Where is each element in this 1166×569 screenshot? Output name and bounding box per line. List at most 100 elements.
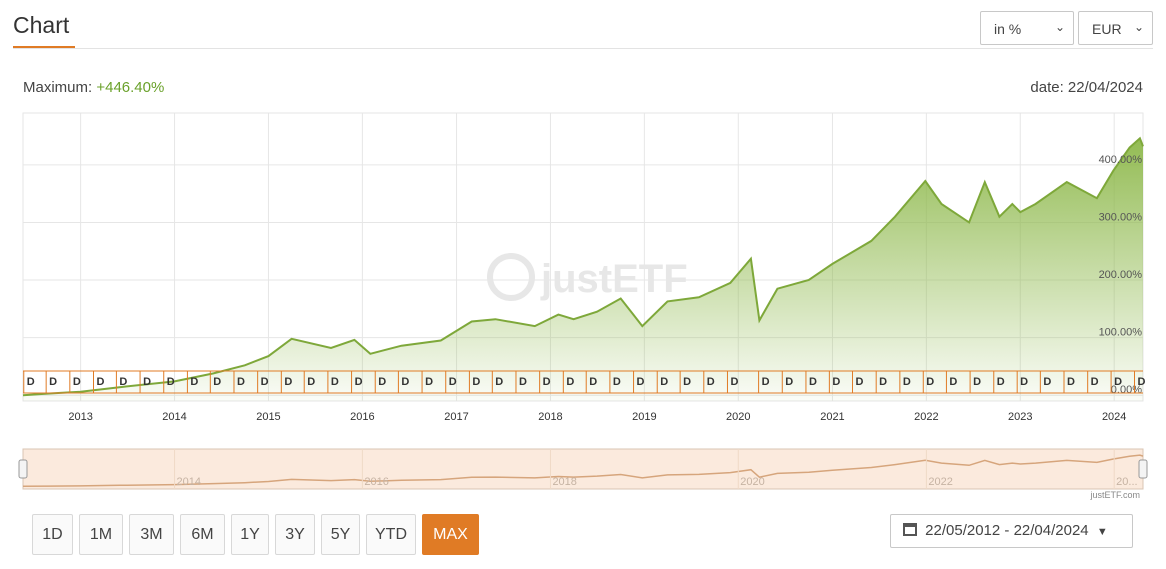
navigator-year-label: 2020 [740,476,764,488]
watermark-logo-icon [487,253,535,301]
event-marker: D [832,376,840,388]
range-button-ytd[interactable]: YTD [366,514,416,555]
title-underline [13,46,75,49]
x-tick-label: 2021 [820,411,844,423]
event-marker: D [1043,376,1051,388]
navigator[interactable]: 2014 2016 2018 2020 2022 20... justETF.com [18,448,1148,500]
event-marker: D [284,376,292,388]
event-marker: D [49,376,57,388]
event-marker: D [449,376,457,388]
event-marker: D [683,376,691,388]
watermark-text: justETF [540,257,688,301]
x-tick-label: 2015 [256,411,280,423]
event-marker: D [613,376,621,388]
navigator-year-label: 20... [1116,476,1137,488]
navigator-window[interactable] [22,448,1144,490]
x-tick-label: 2018 [538,411,562,423]
range-button-max[interactable]: MAX [422,514,479,555]
event-marker: D [167,376,175,388]
y-tick-label: 300.00% [1099,211,1143,223]
range-button-1y[interactable]: 1Y [231,514,269,555]
navigator-year-labels: 2014 2016 2018 2020 2022 20... [174,449,1138,489]
event-marker: D [425,376,433,388]
date-range-value: 22/05/2012 - 22/04/2024 [925,522,1089,539]
range-button-6m[interactable]: 6M [180,514,225,555]
event-marker: D [1020,376,1028,388]
x-tick-label: 2013 [68,411,92,423]
event-marker: D [190,376,198,388]
series-line [22,136,1144,397]
navigator-series [22,454,1144,488]
x-tick-label: 2016 [350,411,374,423]
event-marker: D [355,376,363,388]
event-marker: D [589,376,597,388]
y-tick-label: 100.00% [1099,327,1143,339]
range-button-3y[interactable]: 3Y [275,514,315,555]
event-marker: D [949,376,957,388]
date-range-picker[interactable]: 22/05/2012 - 22/04/2024 ▼ [890,514,1133,548]
event-marker: D [660,376,668,388]
currency-select-value: EUR [1092,21,1122,37]
event-marker: D [378,376,386,388]
event-marker: D [472,376,480,388]
watermark: justETF [487,253,688,301]
event-marker: D [73,376,81,388]
event-marker: D [1067,376,1075,388]
x-tick-label: 2023 [1008,411,1032,423]
chevron-down-icon: ⌄ [1054,20,1065,34]
range-button-3m[interactable]: 3M [129,514,174,555]
event-marker: D [261,376,269,388]
x-tick-label: 2022 [914,411,938,423]
x-tick-label: 2020 [726,411,750,423]
event-marker: D [730,376,738,388]
navigator-left-handle[interactable] [18,459,28,479]
x-tick-label: 2019 [632,411,656,423]
event-marker: D [331,376,339,388]
navigator-year-label: 2016 [364,476,388,488]
event-marker: D [495,376,503,388]
range-button-1m[interactable]: 1M [79,514,123,555]
event-marker: D [401,376,409,388]
event-marker: D [762,376,770,388]
currency-select[interactable]: EUR ⌄ [1078,11,1153,45]
unit-select-value: in % [994,21,1022,37]
event-marker: D [1091,376,1099,388]
y-tick-label: 400.00% [1099,154,1143,166]
event-marker: D [519,376,527,388]
event-marker: D [213,376,221,388]
chevron-down-icon: ⌄ [1133,20,1144,34]
event-marker: D [707,376,715,388]
event-marker: D [973,376,981,388]
unit-select[interactable]: in % ⌄ [980,11,1074,45]
x-tick-label: 2024 [1102,411,1126,423]
event-marker: D [785,376,793,388]
event-marker: D [1138,376,1146,388]
event-marker: D [879,376,887,388]
event-marker: D [809,376,817,388]
event-marker: D [856,376,864,388]
header-divider [13,48,1153,49]
navigator-right-handle[interactable] [1138,459,1148,479]
maximum-label: Maximum: +446.40% [23,79,164,96]
page-title: Chart [13,12,70,38]
event-marker: D [903,376,911,388]
navigator-year-label: 2022 [928,476,952,488]
event-marker: D [96,376,104,388]
navigator-credit: justETF.com [1089,490,1140,500]
event-marker: D [637,376,645,388]
date-label: date: 22/04/2024 [1030,79,1143,96]
event-marker: D [237,376,245,388]
navigator-year-label: 2014 [177,476,201,488]
range-button-5y[interactable]: 5Y [321,514,360,555]
caret-down-icon: ▼ [1096,526,1108,538]
x-axis-labels: 2013 2014 2015 2016 2017 2018 2019 2020 2021 2022… [68,411,1126,423]
event-marker: D [926,376,934,388]
event-marker: D [543,376,551,388]
navigator-year-label: 2018 [552,476,576,488]
calendar-icon [903,523,917,536]
maximum-value: +446.40% [96,79,165,96]
maximum-prefix: Maximum: [23,79,93,96]
range-button-1d[interactable]: 1D [32,514,73,555]
event-marker: D [566,376,574,388]
